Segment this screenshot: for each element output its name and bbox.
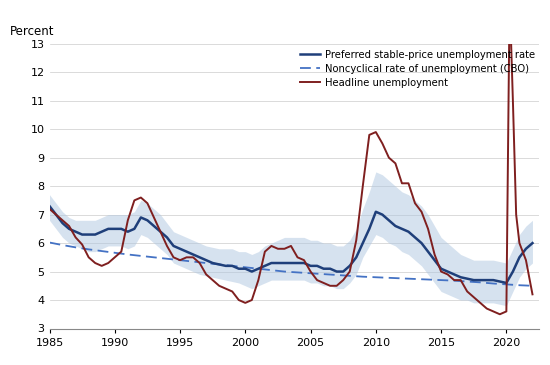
- Legend: Preferred stable-price unemployment rate, Noncyclical rate of unemployment (CBO): Preferred stable-price unemployment rate…: [296, 46, 539, 92]
- Text: Percent: Percent: [10, 25, 55, 38]
